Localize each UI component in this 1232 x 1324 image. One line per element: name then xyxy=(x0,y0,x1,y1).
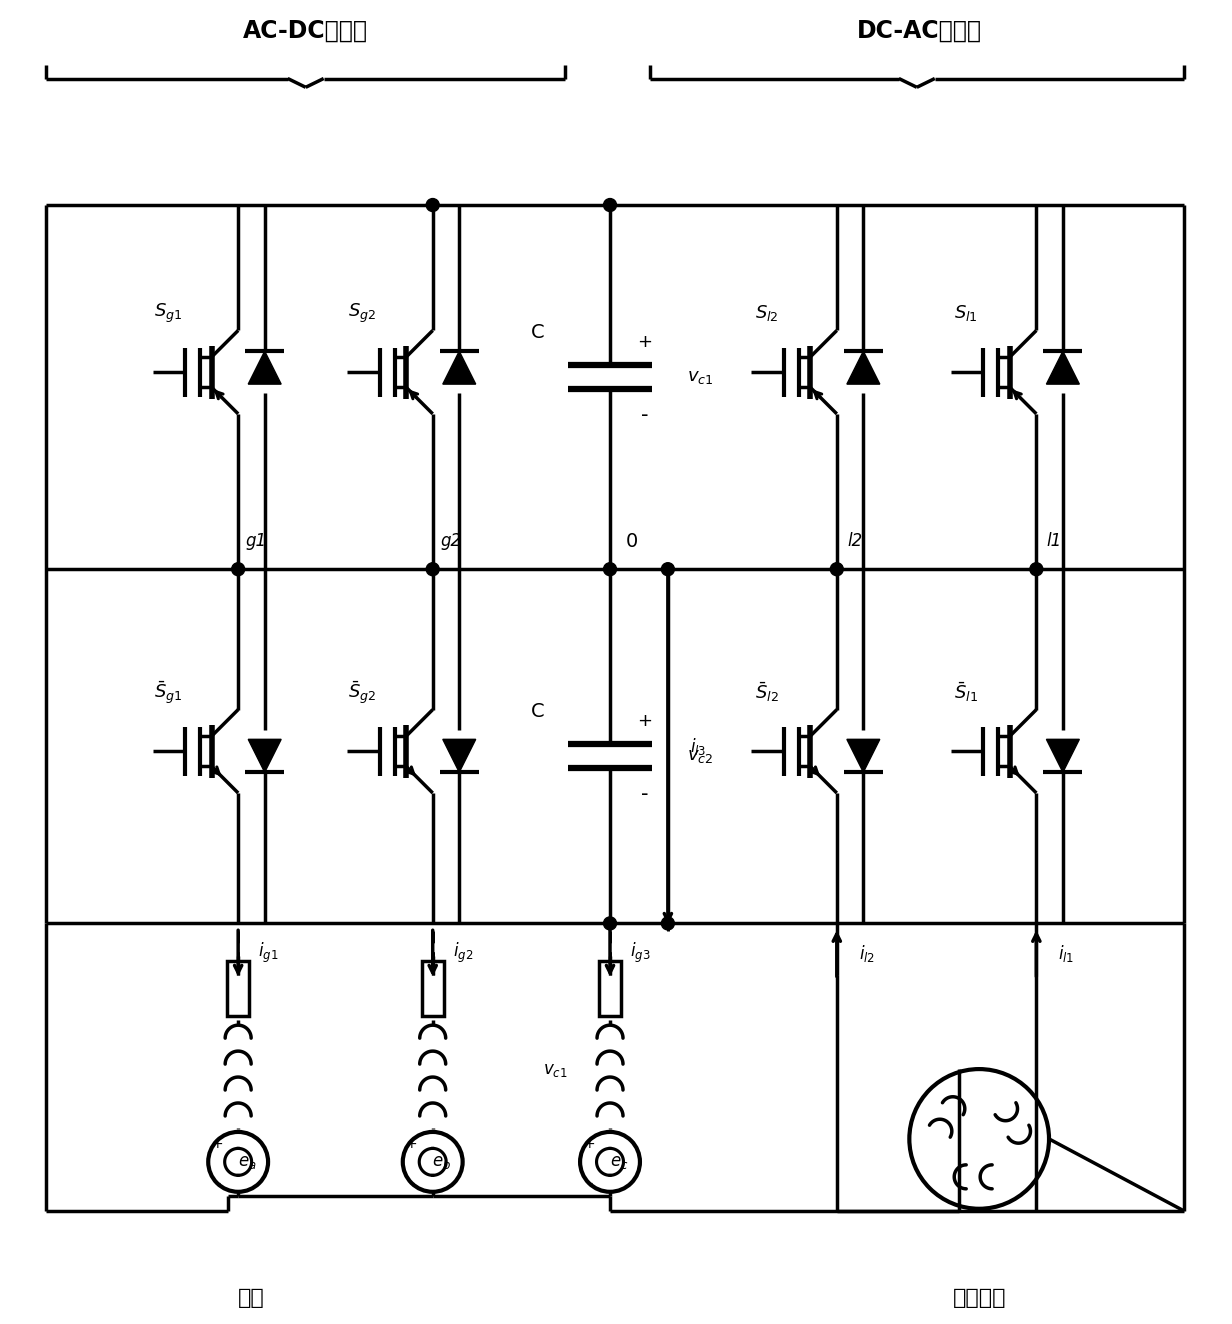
Text: $S_{l1}$: $S_{l1}$ xyxy=(955,303,978,323)
Text: +: + xyxy=(212,1137,223,1151)
Polygon shape xyxy=(248,351,281,384)
Polygon shape xyxy=(442,739,476,772)
Text: l1: l1 xyxy=(1047,532,1062,551)
Text: +: + xyxy=(637,334,653,351)
Polygon shape xyxy=(846,739,880,772)
Text: $e_c$: $e_c$ xyxy=(610,1153,628,1170)
Text: $i_{l2}$: $i_{l2}$ xyxy=(859,943,875,964)
Text: $i_{l3}$: $i_{l3}$ xyxy=(690,736,706,757)
Text: -: - xyxy=(214,1174,221,1192)
Circle shape xyxy=(1030,563,1042,576)
Circle shape xyxy=(604,918,616,929)
Text: l2: l2 xyxy=(848,532,862,551)
Bar xyxy=(227,961,249,1016)
Polygon shape xyxy=(1046,739,1079,772)
Polygon shape xyxy=(248,739,281,772)
Text: 电网: 电网 xyxy=(238,1287,264,1308)
Text: $e_a$: $e_a$ xyxy=(238,1153,256,1170)
Text: $i_{g1}$: $i_{g1}$ xyxy=(257,941,278,965)
Text: g1: g1 xyxy=(245,532,266,551)
Circle shape xyxy=(426,199,439,212)
Text: $v_{c1}$: $v_{c1}$ xyxy=(686,368,713,387)
Text: -: - xyxy=(585,1174,593,1192)
Text: -: - xyxy=(641,405,649,425)
Text: $\bar{S}_{l1}$: $\bar{S}_{l1}$ xyxy=(955,681,978,704)
Circle shape xyxy=(662,918,674,929)
Text: $\bar{S}_{g1}$: $\bar{S}_{g1}$ xyxy=(154,679,182,706)
Text: DC-AC变换器: DC-AC变换器 xyxy=(856,19,982,42)
Text: AC-DC变换器: AC-DC变换器 xyxy=(243,19,368,42)
Text: C: C xyxy=(531,323,545,342)
Text: $i_{g2}$: $i_{g2}$ xyxy=(452,941,473,965)
Circle shape xyxy=(604,563,616,576)
Circle shape xyxy=(830,563,843,576)
Text: $S_{g1}$: $S_{g1}$ xyxy=(154,302,182,324)
Polygon shape xyxy=(442,351,476,384)
Bar xyxy=(599,961,621,1016)
Text: -: - xyxy=(641,784,649,804)
Text: +: + xyxy=(407,1137,418,1151)
Polygon shape xyxy=(846,351,880,384)
Circle shape xyxy=(604,199,616,212)
Polygon shape xyxy=(1046,351,1079,384)
Text: $v_{c2}$: $v_{c2}$ xyxy=(686,747,713,765)
Text: g2: g2 xyxy=(440,532,461,551)
Text: $i_{l1}$: $i_{l1}$ xyxy=(1058,943,1074,964)
Circle shape xyxy=(662,563,674,576)
Circle shape xyxy=(426,563,439,576)
Circle shape xyxy=(232,563,245,576)
Text: -: - xyxy=(409,1174,415,1192)
Text: $v_{c1}$: $v_{c1}$ xyxy=(543,1061,568,1079)
Text: C: C xyxy=(531,702,545,720)
Text: $S_{g2}$: $S_{g2}$ xyxy=(349,302,377,324)
Text: +: + xyxy=(583,1137,595,1151)
Text: $e_b$: $e_b$ xyxy=(432,1153,451,1170)
Text: $i_{g3}$: $i_{g3}$ xyxy=(630,941,650,965)
Text: 感应电机: 感应电机 xyxy=(952,1287,1007,1308)
Text: $S_{l2}$: $S_{l2}$ xyxy=(755,303,779,323)
Bar xyxy=(421,961,444,1016)
Text: +: + xyxy=(637,712,653,731)
Text: $\bar{S}_{l2}$: $\bar{S}_{l2}$ xyxy=(755,681,779,704)
Text: $\bar{S}_{g2}$: $\bar{S}_{g2}$ xyxy=(349,679,377,706)
Text: 0: 0 xyxy=(626,532,638,551)
